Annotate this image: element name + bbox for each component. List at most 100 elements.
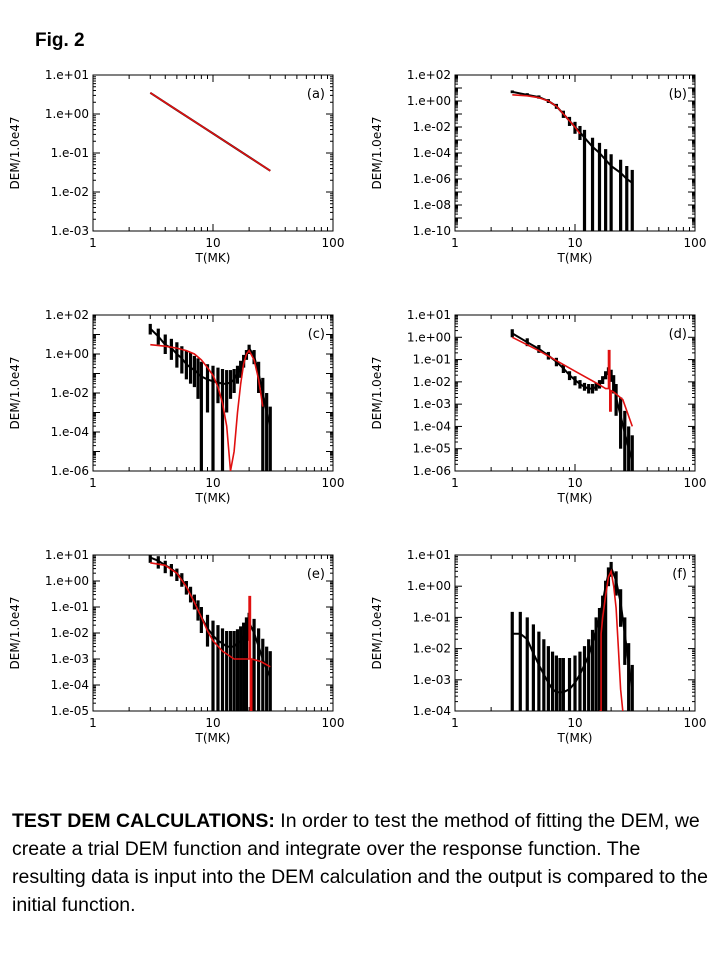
panel-e: 1 10 100 1.e-05 1.e-04 1.e-03 1.e-02 1.e-01 1.e+… — [8, 548, 344, 745]
data-series-line — [512, 564, 634, 694]
y-tick-label: 1.e+00 — [407, 94, 451, 108]
x-tick-label: 100 — [684, 716, 707, 730]
y-axis-title: DEM/1.0e47 — [370, 597, 384, 670]
y-tick-label: 1.e-06 — [51, 464, 89, 478]
x-tick-label: 1 — [451, 716, 459, 730]
x-tick-label: 1 — [89, 716, 97, 730]
y-tick-label: 1.e-01 — [51, 600, 89, 614]
figure-panels: 1 10 100 1.e-03 1.e-02 1.e-01 1.e+00 1.e+01 T(MK… — [8, 68, 706, 745]
y-tick-label: 1.e-03 — [51, 652, 89, 666]
plot-area — [149, 91, 271, 172]
panel-f: 1 10 100 1.e-04 1.e-03 1.e-02 1.e-01 1.e+00 1.e+… — [370, 548, 706, 745]
y-tick-label: 1.e-04 — [413, 704, 451, 718]
figure-caption: TEST DEM CALCULATIONS: In order to test … — [12, 807, 712, 919]
y-tick-label: 1.e-04 — [413, 419, 451, 433]
y-tick-label: 1.e-06 — [413, 172, 451, 186]
panel-label: (e) — [307, 567, 325, 582]
y-tick-label: 1.e+00 — [45, 574, 89, 588]
y-tick-label: 1.e-02 — [413, 375, 451, 389]
x-axis-title: T(MK) — [195, 491, 231, 505]
panel-b: 1 10 100 1.e-10 1.e-08 1.e-06 1.e-04 1.e-02 1.e+… — [370, 68, 706, 265]
x-tick-label: 10 — [567, 236, 582, 250]
y-tick-label: 1.e-01 — [413, 610, 451, 624]
y-axis-title: DEM/1.0e47 — [8, 357, 22, 430]
x-tick-label: 1 — [451, 476, 459, 490]
panel-d: 1 10 100 1.e-06 1.e-05 1.e-04 1.e-03 1.e-02 1.e-… — [370, 308, 706, 505]
caption-heading: TEST DEM CALCULATIONS: — [12, 810, 275, 832]
panel-label: (b) — [669, 87, 687, 102]
x-axis-title: T(MK) — [557, 731, 593, 745]
y-tick-label: 1.e-02 — [51, 386, 89, 400]
data-series-line — [511, 332, 634, 461]
figure-title: Fig. 2 — [35, 30, 85, 51]
x-axis-title: T(MK) — [557, 491, 593, 505]
plot-area — [148, 555, 272, 711]
x-tick-label: 1 — [89, 236, 97, 250]
data-series-line — [149, 327, 272, 427]
y-tick-label: 1.e+02 — [45, 308, 89, 322]
y-axis-title: DEM/1.0e47 — [370, 117, 384, 190]
model-series-line — [150, 343, 264, 471]
model-series-line — [512, 94, 581, 135]
y-tick-label: 1.e-05 — [51, 704, 89, 718]
panel-label: (d) — [669, 327, 687, 342]
y-tick-label: 1.e+01 — [45, 68, 89, 82]
x-axis-title: T(MK) — [195, 251, 231, 265]
x-tick-label: 100 — [684, 236, 707, 250]
x-tick-label: 10 — [205, 476, 220, 490]
y-tick-label: 1.e-01 — [51, 146, 89, 160]
y-tick-label: 1.e-02 — [413, 120, 451, 134]
plot-frame — [454, 74, 696, 232]
model-series-line — [511, 336, 634, 427]
caption-text: In order to test the method of fitting t… — [12, 810, 708, 916]
x-tick-label: 10 — [567, 476, 582, 490]
plot-area — [148, 323, 272, 471]
y-tick-label: 1.e+00 — [45, 347, 89, 361]
plot-frame — [454, 314, 696, 472]
x-tick-label: 1 — [89, 476, 97, 490]
panel-label: (a) — [307, 87, 325, 102]
y-tick-label: 1.e+01 — [407, 308, 451, 322]
y-tick-label: 1.e+01 — [407, 548, 451, 562]
panel-label: (f) — [672, 567, 687, 582]
x-tick-label: 10 — [567, 716, 582, 730]
y-tick-label: 1.e-02 — [51, 626, 89, 640]
y-tick-label: 1.e-08 — [413, 198, 451, 212]
plot-frame — [92, 74, 334, 232]
y-tick-label: 1.e+01 — [45, 548, 89, 562]
plot-area — [510, 90, 634, 231]
x-tick-label: 100 — [322, 236, 345, 250]
x-tick-label: 100 — [322, 716, 345, 730]
y-axis-title: DEM/1.0e47 — [370, 357, 384, 430]
y-axis-title: DEM/1.0e47 — [8, 597, 22, 670]
y-axis-title: DEM/1.0e47 — [8, 117, 22, 190]
y-tick-label: 1.e-03 — [413, 397, 451, 411]
data-series-line — [512, 90, 633, 184]
y-tick-label: 1.e-03 — [51, 224, 89, 238]
x-tick-label: 1 — [451, 236, 459, 250]
y-tick-label: 1.e+02 — [407, 68, 451, 82]
panel-a: 1 10 100 1.e-03 1.e-02 1.e-01 1.e+00 1.e+01 T(MK… — [8, 68, 344, 265]
y-tick-label: 1.e-02 — [51, 185, 89, 199]
x-axis-title: T(MK) — [557, 251, 593, 265]
y-tick-label: 1.e-04 — [51, 425, 89, 439]
y-tick-label: 1.e-03 — [413, 673, 451, 687]
plot-area — [510, 329, 634, 471]
model-series-line — [149, 92, 271, 172]
y-tick-label: 1.e-10 — [413, 224, 451, 238]
x-tick-label: 100 — [322, 476, 345, 490]
model-series-line — [150, 562, 271, 711]
x-axis-title: T(MK) — [195, 731, 231, 745]
panel-c: 1 10 100 1.e-06 1.e-04 1.e-02 1.e+00 1.e+02 T(MK… — [8, 308, 344, 505]
y-tick-label: 1.e+00 — [407, 579, 451, 593]
x-tick-label: 10 — [205, 716, 220, 730]
y-tick-label: 1.e-05 — [413, 442, 451, 456]
y-tick-label: 1.e-06 — [413, 464, 451, 478]
y-tick-label: 1.e-04 — [413, 146, 451, 160]
x-tick-label: 10 — [205, 236, 220, 250]
plot-area — [510, 561, 634, 711]
y-tick-label: 1.e-04 — [51, 678, 89, 692]
panel-label: (c) — [308, 327, 325, 342]
y-tick-label: 1.e-02 — [413, 642, 451, 656]
x-tick-label: 100 — [684, 476, 707, 490]
